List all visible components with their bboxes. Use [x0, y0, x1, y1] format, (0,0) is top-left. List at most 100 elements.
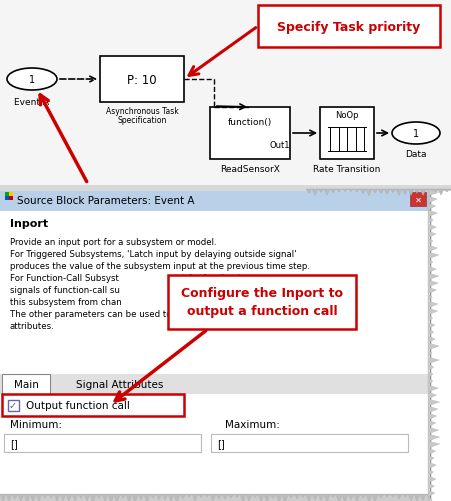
Polygon shape: [330, 189, 336, 196]
Text: P: 10: P: 10: [127, 73, 157, 86]
Polygon shape: [174, 494, 180, 500]
Polygon shape: [428, 329, 437, 336]
Polygon shape: [438, 189, 444, 196]
Text: Out1: Out1: [270, 141, 290, 150]
Polygon shape: [372, 494, 378, 501]
Polygon shape: [428, 343, 439, 350]
Polygon shape: [264, 494, 270, 500]
Bar: [168, 276, 356, 329]
Polygon shape: [348, 494, 354, 499]
Bar: [410, 192, 426, 206]
Text: For Triggered Subsystems, 'Latch input by delaying outside signal': For Triggered Subsystems, 'Latch input b…: [10, 249, 297, 259]
Text: []: []: [10, 438, 18, 448]
Polygon shape: [270, 494, 276, 499]
Polygon shape: [102, 494, 108, 501]
Polygon shape: [192, 494, 198, 499]
Polygon shape: [312, 189, 318, 193]
Polygon shape: [78, 494, 84, 501]
Polygon shape: [330, 494, 336, 501]
Polygon shape: [390, 494, 396, 500]
Polygon shape: [428, 245, 433, 253]
Polygon shape: [426, 494, 432, 498]
Text: signals of function-call su                   nput value to: signals of function-call su nput value t…: [10, 286, 230, 295]
Polygon shape: [408, 189, 414, 195]
Bar: [0, 374, 430, 394]
Polygon shape: [450, 189, 451, 192]
Polygon shape: [204, 494, 210, 501]
Polygon shape: [428, 385, 433, 392]
Polygon shape: [252, 494, 258, 501]
Polygon shape: [108, 494, 114, 501]
Polygon shape: [432, 189, 438, 196]
Polygon shape: [198, 494, 204, 501]
Bar: [9, 192, 13, 196]
Bar: [320, 108, 374, 160]
Text: Asynchronous Task: Asynchronous Task: [106, 107, 179, 116]
Polygon shape: [150, 494, 156, 501]
Polygon shape: [60, 494, 66, 498]
Polygon shape: [428, 469, 438, 476]
Polygon shape: [384, 494, 390, 498]
Text: Event A: Event A: [14, 98, 50, 107]
Polygon shape: [216, 494, 222, 501]
Polygon shape: [396, 189, 402, 194]
Polygon shape: [390, 189, 396, 192]
Text: Specification: Specification: [117, 116, 167, 125]
Text: NoOp: NoOp: [335, 110, 359, 119]
Polygon shape: [72, 494, 78, 501]
Polygon shape: [428, 315, 433, 322]
Polygon shape: [396, 494, 402, 498]
Bar: [2, 374, 50, 394]
Polygon shape: [428, 196, 434, 203]
Polygon shape: [312, 494, 318, 498]
Text: []: []: [217, 438, 225, 448]
Bar: [0, 211, 430, 499]
Polygon shape: [444, 189, 450, 195]
Polygon shape: [186, 494, 192, 501]
Polygon shape: [420, 189, 426, 196]
Polygon shape: [240, 494, 246, 498]
Text: Specify Task priority: Specify Task priority: [277, 21, 421, 34]
Polygon shape: [336, 494, 342, 497]
Polygon shape: [114, 494, 120, 499]
Polygon shape: [336, 189, 342, 194]
Polygon shape: [24, 494, 30, 498]
Polygon shape: [428, 420, 436, 427]
Polygon shape: [428, 322, 434, 329]
Bar: [211, 434, 408, 452]
Text: Configure the Inport to
output a function call: Configure the Inport to output a functio…: [181, 287, 343, 318]
Polygon shape: [366, 494, 372, 501]
Bar: [100, 57, 184, 103]
Polygon shape: [384, 189, 390, 191]
Polygon shape: [428, 238, 434, 245]
Polygon shape: [354, 189, 360, 194]
Text: this subsystem from chan: this subsystem from chan: [10, 298, 122, 307]
Polygon shape: [428, 295, 433, 302]
Polygon shape: [288, 494, 294, 500]
Polygon shape: [428, 434, 433, 441]
Bar: [5, 192, 9, 196]
Polygon shape: [360, 494, 366, 501]
Polygon shape: [18, 494, 24, 501]
Polygon shape: [180, 494, 186, 498]
Polygon shape: [90, 494, 96, 501]
Text: 1: 1: [29, 75, 35, 85]
Text: Minimum:: Minimum:: [10, 419, 62, 429]
Bar: [0, 186, 451, 191]
Polygon shape: [428, 364, 433, 371]
Text: For Function-Call Subsyst                     ut for feedback: For Function-Call Subsyst ut for feedbac…: [10, 274, 243, 283]
Polygon shape: [428, 224, 433, 231]
Polygon shape: [414, 189, 420, 193]
Polygon shape: [428, 302, 437, 309]
Bar: [0, 189, 430, 211]
Polygon shape: [428, 336, 435, 343]
Text: Maximum:: Maximum:: [225, 419, 280, 429]
Polygon shape: [428, 274, 439, 281]
Polygon shape: [402, 189, 408, 194]
Polygon shape: [258, 494, 264, 501]
Text: The other parameters can be used to explicitly specify the input signal: The other parameters can be used to expl…: [10, 310, 317, 318]
Polygon shape: [428, 462, 436, 469]
Bar: [4, 434, 201, 452]
Polygon shape: [0, 494, 6, 501]
Polygon shape: [168, 494, 174, 497]
